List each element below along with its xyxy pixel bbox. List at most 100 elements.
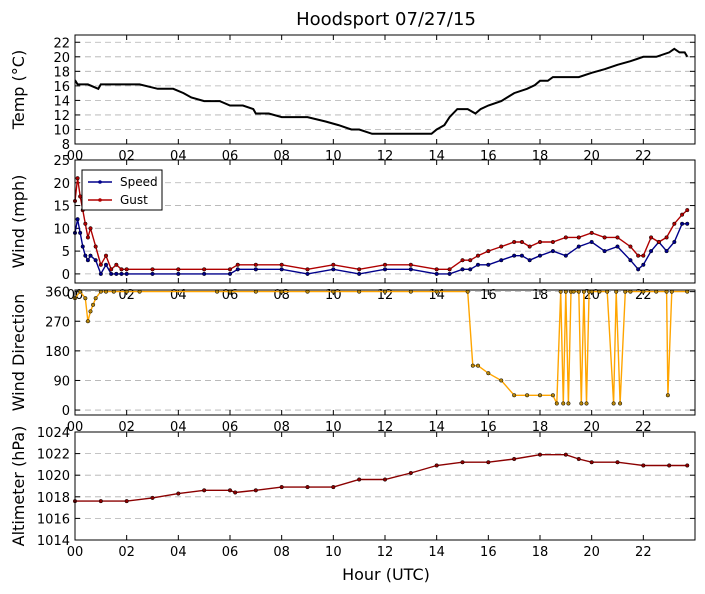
y-tick-label: 10	[53, 222, 70, 237]
y-tick-label: 270	[45, 315, 70, 330]
data-point-altimeter	[233, 490, 238, 495]
data-point-speed	[279, 267, 284, 272]
data-point-direction	[579, 401, 584, 406]
y-tick-label: 1020	[37, 469, 70, 484]
plot-frame	[74, 289, 696, 416]
data-point-altimeter	[331, 485, 336, 490]
data-point-gust	[93, 244, 98, 249]
data-point-direction	[665, 393, 670, 398]
y-tick-label: 1016	[37, 512, 70, 527]
data-point-gust	[331, 262, 336, 267]
data-point-gust	[685, 208, 690, 213]
y-tick-label: 12	[53, 109, 70, 124]
x-tick-label: 02	[118, 545, 135, 560]
data-point-speed	[382, 267, 388, 272]
x-tick-label: 16	[480, 545, 497, 560]
data-point-speed	[602, 249, 607, 254]
plot-frame	[74, 34, 696, 145]
data-point-gust	[550, 239, 555, 245]
chart-panel-3: 1014 1016 1018 1020 1022 1024 00 02 04 06 08 10 12 14…	[9, 426, 696, 560]
data-point-speed	[408, 267, 413, 272]
data-point-altimeter	[357, 477, 362, 482]
x-tick-label: 06	[222, 420, 239, 435]
data-point-gust	[150, 267, 155, 272]
x-tick-label: 16	[480, 288, 497, 303]
x-axis-label: Hour (UTC)	[342, 565, 430, 584]
data-point-gust	[537, 239, 543, 245]
y-tick-label: 16	[53, 80, 70, 95]
data-point-speed	[85, 258, 90, 263]
data-point-speed	[589, 239, 594, 245]
data-point-direction	[561, 401, 566, 406]
data-point-altimeter	[512, 456, 517, 462]
y-tick-label: 5	[62, 245, 70, 260]
y-tick-label: 360	[45, 286, 70, 301]
data-point-gust	[519, 239, 524, 245]
x-tick-label: 04	[170, 420, 187, 435]
data-point-direction	[486, 371, 491, 376]
x-tick-label: 06	[222, 545, 239, 560]
data-point-speed	[176, 271, 181, 276]
y-tick-label: 1014	[37, 534, 70, 549]
x-tick-label: 14	[428, 545, 445, 560]
chart-panel-2: 0 90 180 270 360 00 02 04 06 08 10 12 14 16 18 20 22 Wind…	[9, 286, 696, 435]
data-point-speed	[357, 271, 362, 276]
x-tick-label: 08	[273, 545, 290, 560]
data-point-altimeter	[486, 460, 491, 465]
y-axis-label: Wind Direction	[9, 294, 28, 412]
data-point-altimeter	[563, 452, 568, 457]
legend-label-gust: Gust	[120, 193, 148, 207]
data-point-altimeter	[305, 485, 310, 490]
data-point-speed	[75, 217, 80, 222]
data-point-speed	[124, 271, 129, 276]
data-point-gust	[202, 267, 207, 272]
data-point-gust	[499, 244, 504, 249]
y-axis-label: Wind (mph)	[9, 175, 28, 269]
y-tick-label: 15	[53, 200, 70, 215]
x-tick-label: 18	[532, 545, 549, 560]
data-point-speed	[93, 258, 98, 263]
data-point-direction	[584, 401, 589, 406]
data-point-gust	[512, 239, 517, 245]
data-point-gust	[305, 267, 310, 272]
data-point-speed	[527, 258, 532, 263]
data-point-direction	[499, 378, 504, 383]
data-point-speed	[434, 271, 439, 276]
data-point-gust	[78, 194, 83, 199]
data-point-gust	[98, 262, 103, 267]
x-tick-label: 20	[583, 420, 600, 435]
data-point-speed	[80, 244, 85, 249]
data-point-direction	[470, 363, 475, 368]
data-point-gust	[460, 258, 465, 263]
data-point-gust	[628, 244, 633, 249]
data-point-gust	[527, 244, 532, 249]
y-tick-label: 22	[53, 36, 70, 51]
series-line-altimeter	[75, 454, 688, 502]
data-point-speed	[499, 258, 504, 263]
y-tick-label: 1024	[37, 426, 70, 441]
data-point-gust	[103, 253, 109, 258]
x-tick-label: 20	[583, 545, 600, 560]
data-point-direction	[525, 393, 530, 398]
data-point-altimeter	[98, 499, 103, 504]
data-point-gust	[486, 249, 491, 254]
data-point-speed	[227, 271, 233, 276]
data-point-gust	[563, 235, 568, 240]
data-point-gust	[227, 267, 233, 272]
data-point-direction	[85, 319, 90, 324]
data-point-speed	[114, 271, 119, 276]
plot-frame	[74, 431, 696, 541]
data-point-gust	[649, 235, 654, 240]
data-point-gust	[636, 253, 641, 258]
y-tick-label: 0	[62, 268, 70, 283]
data-point-speed	[475, 262, 481, 267]
data-point-gust	[672, 221, 677, 226]
data-point-altimeter	[615, 460, 620, 465]
x-tick-label: 22	[635, 420, 652, 435]
data-point-speed	[537, 253, 543, 258]
data-point-altimeter	[124, 499, 129, 504]
data-point-gust	[83, 221, 88, 226]
data-point-speed	[109, 271, 114, 276]
